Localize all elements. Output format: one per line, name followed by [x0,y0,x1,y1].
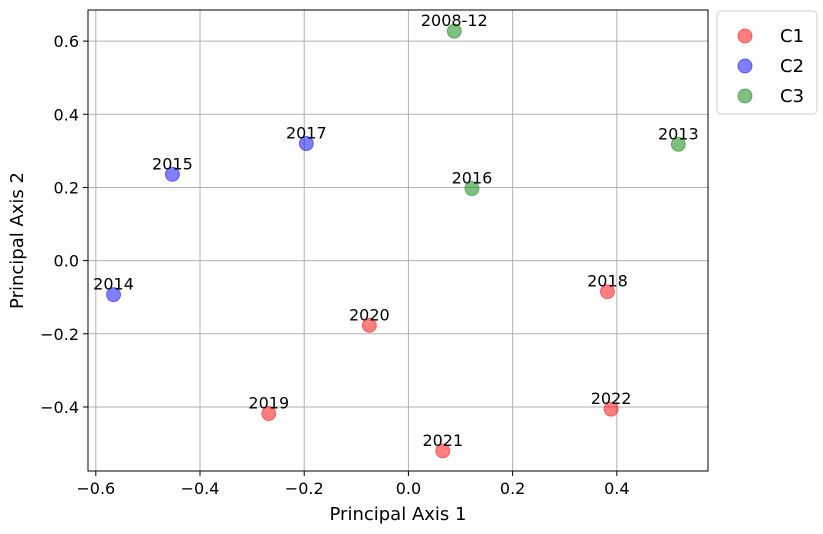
y-tick-label: 0.0 [54,252,79,271]
plot-frame [87,9,709,472]
scatter-point-c2 [106,287,122,303]
x-tick-label: 0.2 [500,479,525,498]
legend-label: C1 [780,26,804,47]
point-label: 2016 [452,169,493,188]
scatter-point-c2 [164,166,180,182]
point-label: 2017 [286,124,327,143]
scatter-point-c1 [261,406,277,422]
scatter-point-c3 [446,23,462,39]
scatter-point-c1 [435,443,451,459]
legend-label: C3 [780,86,804,107]
legend-marker-c2 [737,58,753,74]
scatter-point-c2 [298,136,314,152]
scatter-point-c1 [361,317,377,333]
x-axis-label: Principal Axis 1 [330,504,467,525]
legend-marker-c1 [737,28,753,44]
point-label: 2014 [93,275,134,294]
point-label: 2019 [248,394,289,413]
point-label: 2021 [422,431,463,450]
y-tick-label: −0.4 [40,398,79,417]
data-points: 2018 2019 2020 2021 2022 2014 2015 2017 2008-12 2… [93,11,699,459]
legend: C1 C2 C3 [716,10,818,115]
point-label: 2022 [591,389,632,408]
y-tick-label: 0.2 [54,178,79,197]
scatter-point-c3 [464,181,480,197]
legend-marker-c3 [737,88,753,104]
x-tick-label: −0.4 [181,479,220,498]
x-tick-label: −0.2 [285,479,324,498]
plot-area [88,10,708,471]
grid [88,10,708,471]
x-tick-label: −0.6 [76,479,115,498]
axis-ticks: −0.6 −0.4 −0.2 0.0 0.2 0.4 −0.4 −0.2 0.0 0.2 0.4 0.… [40,32,629,498]
point-label: 2008-12 [421,11,488,30]
x-tick-label: 0.0 [396,479,421,498]
y-tick-label: 0.6 [54,32,79,51]
point-label: 2013 [658,124,699,143]
y-tick-label: 0.4 [54,105,79,124]
legend-label: C2 [780,56,804,77]
x-tick-label: 0.4 [604,479,629,498]
point-label: 2018 [587,272,628,291]
point-label: 2020 [349,305,390,324]
y-axis-label: Principal Axis 2 [7,172,28,309]
scatter-point-c3 [670,136,686,152]
point-label: 2015 [152,154,193,173]
scatter-point-c1 [603,401,619,417]
scatter-point-c1 [599,284,615,300]
y-tick-label: −0.2 [40,325,79,344]
